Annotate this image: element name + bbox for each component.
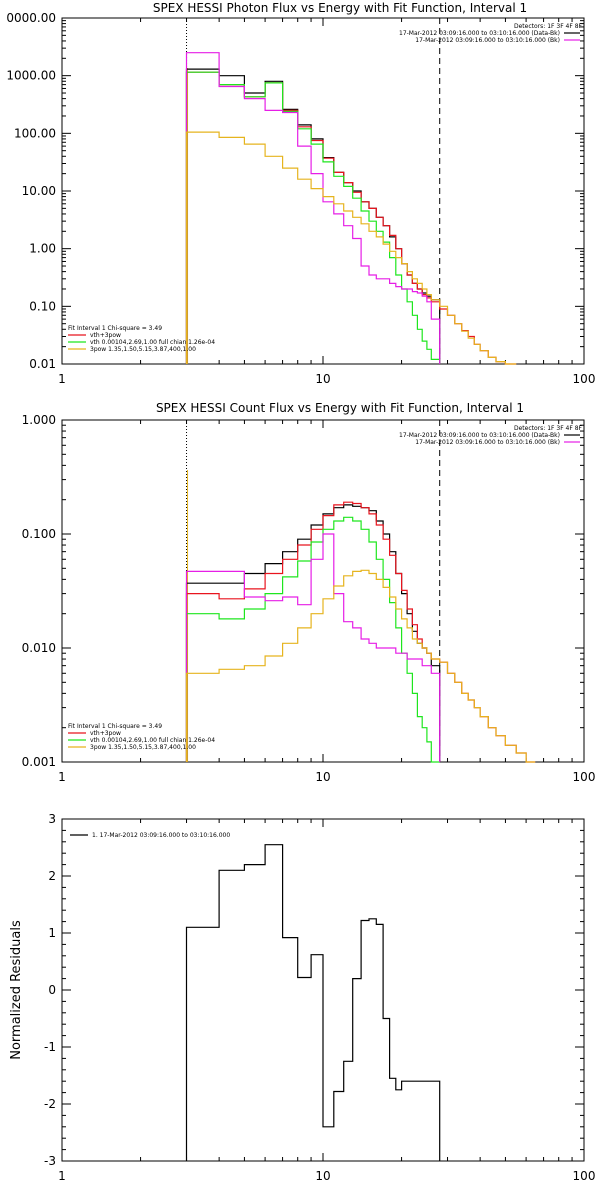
y-tick-label: 1 bbox=[48, 926, 56, 940]
y-tick-label: -2 bbox=[44, 1097, 56, 1111]
y-tick-label: 0 bbox=[48, 983, 56, 997]
y-tick-label: 0.01 bbox=[29, 357, 56, 371]
y-tick-label: -3 bbox=[44, 1154, 56, 1168]
legend-entry-text: 17-Mar-2012 03:09:16.000 to 03:10:16.000… bbox=[399, 432, 560, 439]
photon-flux-panel: SPEX HESSI Photon Flux vs Energy with Fi… bbox=[6, 1, 595, 386]
series-magenta-step-line bbox=[185, 52, 441, 364]
x-tick-label: 1 bbox=[58, 372, 66, 386]
legend-entry-text: 3pow 1.35,1.50,5.15,3.87,400,1.00 bbox=[90, 744, 196, 751]
series-magenta-step-line bbox=[185, 533, 441, 762]
y-tick-label: 0.100 bbox=[22, 527, 56, 541]
y-tick-label: 100.00 bbox=[14, 126, 56, 140]
series-green-step-line bbox=[185, 71, 441, 364]
legend-entry-text: 17-Mar-2012 03:09:16.000 to 03:10:16.000… bbox=[399, 30, 560, 37]
series-black-step-line bbox=[185, 844, 441, 1161]
legend-entry-text: 1. 17-Mar-2012 03:09:16.000 to 03:10:16.… bbox=[92, 832, 230, 839]
x-tick-label: 100 bbox=[573, 770, 596, 784]
series-yellow-step-line bbox=[185, 569, 536, 763]
count-flux-title: SPEX HESSI Count Flux vs Energy with Fit… bbox=[156, 401, 524, 415]
photon-flux-title: SPEX HESSI Photon Flux vs Energy with Fi… bbox=[153, 1, 527, 15]
y-tick-label: 0.010 bbox=[22, 641, 56, 655]
residuals-legend: 1. 17-Mar-2012 03:09:16.000 to 03:10:16.… bbox=[70, 832, 230, 839]
count-flux-panel: SPEX HESSI Count Flux vs Energy with Fit… bbox=[22, 401, 596, 784]
y-tick-label: 0.001 bbox=[22, 755, 56, 769]
x-tick-label: 1 bbox=[58, 770, 66, 784]
legend-entry-text: vth 0.00104,2.69,1.00 full chian 1.26e-0… bbox=[90, 737, 215, 744]
y-tick-label: 3 bbox=[48, 812, 56, 826]
y-tick-label: 1000.00 bbox=[6, 69, 56, 83]
x-tick-label: 100 bbox=[573, 372, 596, 386]
series-red-step-line bbox=[185, 71, 517, 365]
legend-entry-text: vth 0.00104,2.69,1.00 full chian 1.26e-0… bbox=[90, 339, 215, 346]
y-tick-label: 2 bbox=[48, 869, 56, 883]
y-tick-label: -1 bbox=[44, 1040, 56, 1054]
count-flux-series bbox=[185, 501, 536, 763]
legend-entry-text: Fit Interval 1 Chi-square = 3.49 bbox=[68, 723, 162, 730]
legend-entry-text: 3pow 1.35,1.50,5.15,3.87,400,1.00 bbox=[90, 346, 196, 353]
count-flux-plot-frame bbox=[61, 419, 585, 763]
x-tick-label: 1 bbox=[58, 1169, 66, 1183]
series-green-step-line bbox=[185, 516, 440, 763]
series-black-step-line bbox=[185, 68, 441, 364]
legend-entry-text: Detectors: 1F 3F 4F 8F bbox=[514, 425, 583, 432]
photon-flux-ticks: 1 10 100 0.01 0.10 1.00 10.00 100.00 1000.00 0000… bbox=[6, 11, 595, 386]
y-tick-label: 1.00 bbox=[29, 242, 56, 256]
y-tick-label: 10.00 bbox=[22, 184, 56, 198]
y-tick-label: 0000.00 bbox=[6, 11, 56, 25]
legend-entry-text: 17-Mar-2012 03:09:16.000 to 03:10:16.000… bbox=[415, 37, 560, 44]
legend-entry-text: Fit Interval 1 Chi-square = 3.49 bbox=[68, 325, 162, 332]
legend-entry-text: Detectors: 1F 3F 4F 8F bbox=[514, 23, 583, 30]
count-flux-fit-legend: Fit Interval 1 Chi-square = 3.49vth+3pow… bbox=[68, 723, 215, 751]
residuals-panel: Normalized Residuals 1 10 100 -3 -2 -1 0 1 2 3 1.… bbox=[9, 812, 595, 1183]
legend-entry-text: 17-Mar-2012 03:09:16.000 to 03:10:16.000… bbox=[415, 439, 560, 446]
legend-entry-text: vth+3pow bbox=[90, 730, 121, 737]
x-tick-label: 10 bbox=[315, 1169, 330, 1183]
y-tick-label: 0.10 bbox=[29, 299, 56, 313]
residuals-series bbox=[185, 844, 441, 1161]
legend-entry-text: vth+3pow bbox=[90, 332, 121, 339]
photon-flux-series bbox=[185, 52, 517, 365]
y-tick-label: 1.000 bbox=[22, 413, 56, 427]
series-yellow-step-line bbox=[185, 131, 517, 365]
count-flux-ticks: 1 10 100 0.001 0.010 0.100 1.000 bbox=[22, 413, 596, 784]
residuals-ticks: 1 10 100 -3 -2 -1 0 1 2 3 bbox=[44, 812, 595, 1183]
x-tick-label: 10 bbox=[315, 372, 330, 386]
photon-flux-fit-legend: Fit Interval 1 Chi-square = 3.49vth+3pow… bbox=[68, 325, 215, 353]
photon-flux-reference-lines bbox=[186, 18, 441, 364]
residuals-y-axis-label: Normalized Residuals bbox=[9, 920, 24, 1060]
x-tick-label: 10 bbox=[315, 770, 330, 784]
x-tick-label: 100 bbox=[573, 1169, 596, 1183]
